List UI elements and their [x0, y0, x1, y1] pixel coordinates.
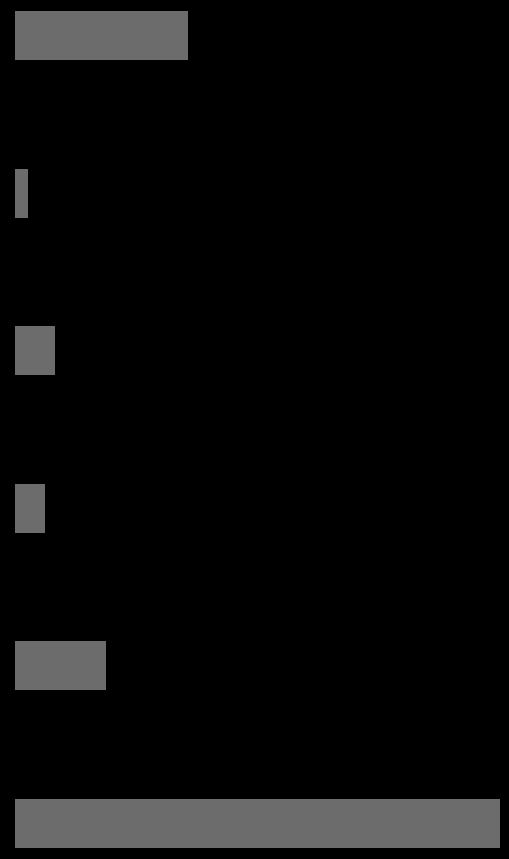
- bar-chart: [0, 0, 509, 859]
- bar-4: [15, 641, 106, 690]
- bar-0: [15, 11, 188, 60]
- bar-3: [15, 484, 45, 533]
- bar-1: [15, 169, 28, 218]
- bar-5: [15, 799, 500, 848]
- bar-2: [15, 326, 55, 375]
